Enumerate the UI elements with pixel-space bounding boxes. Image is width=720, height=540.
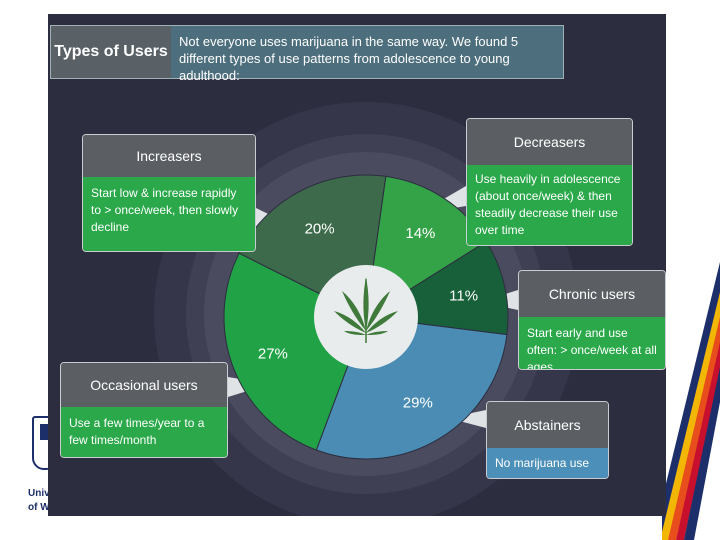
header-bar: Types of Users Not everyone uses marijua…	[50, 25, 564, 83]
callout-chronic-desc: Start early and use often: > once/week a…	[519, 317, 665, 369]
infographic-panel: Types of Users Not everyone uses marijua…	[48, 14, 666, 516]
callout-chronic: Chronic users Start early and use often:…	[518, 270, 666, 370]
callout-occasional: Occasional users Use a few times/year to…	[60, 362, 228, 458]
callout-occasional-title: Occasional users	[61, 363, 227, 407]
callout-increasers-title: Increasers	[83, 135, 255, 177]
pie-label-decreasers: 14%	[405, 225, 435, 242]
callout-abstainers: Abstainers No marijuana use	[486, 401, 609, 479]
header-title: Types of Users	[51, 26, 171, 78]
callout-chronic-title: Chronic users	[519, 271, 665, 317]
logo-line-1: Univ	[28, 488, 50, 499]
callout-increasers: Increasers Start low & increase rapidly …	[82, 134, 256, 252]
pointer-abstainers	[448, 410, 486, 428]
callout-decreasers-desc: Use heavily in adolescence (about once/w…	[467, 165, 632, 245]
pie-label-increasers: 20%	[305, 220, 335, 237]
callout-decreasers-title: Decreasers	[467, 119, 632, 165]
cannabis-leaf-icon	[334, 277, 398, 343]
pie-chart: 14% 11% 29% 27% 20%	[154, 102, 578, 516]
callout-abstainers-desc: No marijuana use	[487, 448, 608, 478]
decorative-stripes	[662, 262, 720, 540]
header-description: Not everyone uses marijuana in the same …	[179, 34, 519, 83]
callout-abstainers-title: Abstainers	[487, 402, 608, 448]
pie-label-abstainers: 29%	[403, 395, 433, 412]
logo-line-2: of W	[28, 502, 50, 513]
callout-increasers-desc: Start low & increase rapidly to > once/w…	[83, 177, 255, 251]
pie-label-occasional-users: 27%	[258, 345, 288, 362]
callout-decreasers: Decreasers Use heavily in adolescence (a…	[466, 118, 633, 246]
callout-occasional-desc: Use a few times/year to a few times/mont…	[61, 407, 227, 457]
pie-label-chronic-users: 11%	[449, 287, 478, 304]
